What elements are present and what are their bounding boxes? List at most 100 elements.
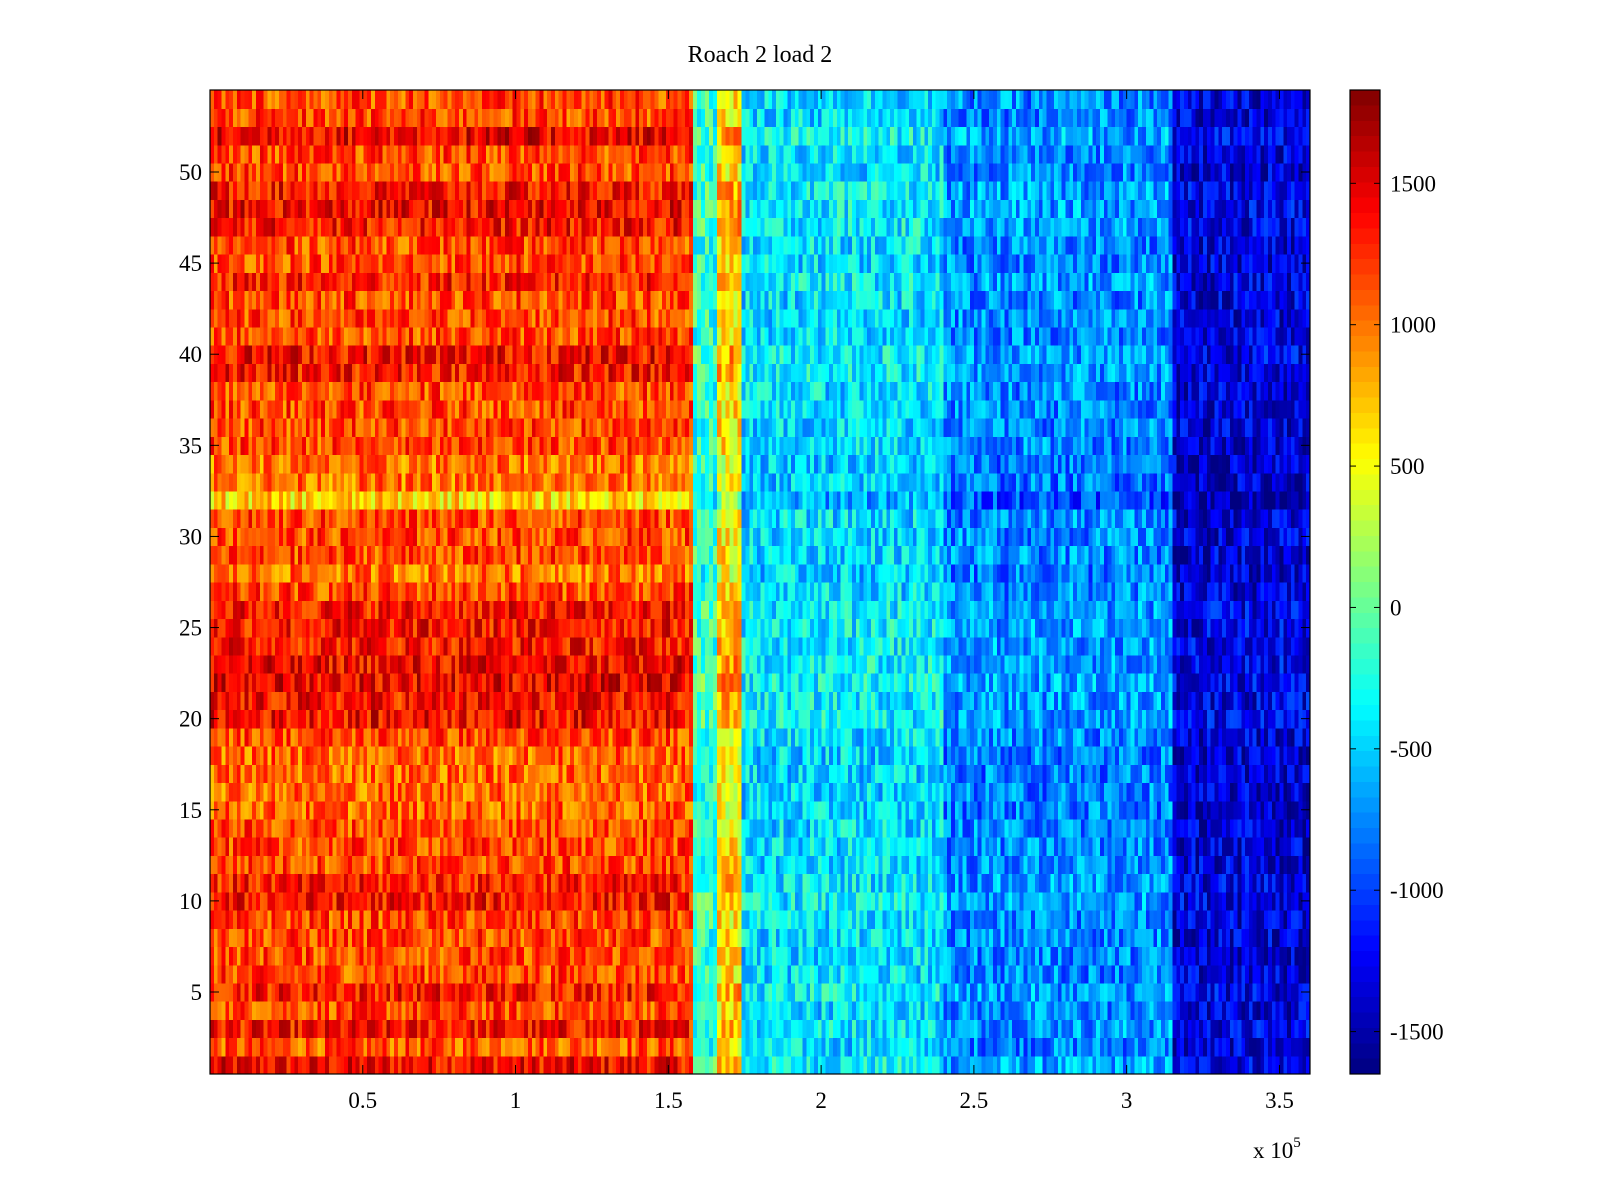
heatmap-cell [1042,800,1048,820]
heatmap-cell [370,873,376,893]
heatmap-cell [916,946,922,966]
heatmap-cell [290,891,295,911]
heatmap-cell [225,946,230,966]
heatmap-cell [745,855,750,875]
heatmap-cell [1019,982,1025,1002]
heatmap-cell [756,964,762,984]
heatmap-cell [1077,873,1082,893]
heatmap-cell [970,946,975,966]
heatmap-cell [298,1055,303,1074]
heatmap-cell [733,891,739,911]
heatmap-cell [741,1037,747,1057]
heatmap-cell [775,891,781,911]
heatmap-cell [713,855,718,875]
heatmap-cell [832,800,838,820]
heatmap-cell [313,818,318,838]
heatmap-cell [328,964,334,984]
heatmap-cell [821,800,826,820]
heatmap-cell [570,964,575,984]
heatmap-cell [455,800,460,820]
heatmap-cell [447,746,452,765]
heatmap-cell [1004,1001,1009,1020]
heatmap-cell [1004,1037,1009,1057]
heatmap-cell [1141,964,1147,984]
heatmap-cell [1084,1019,1090,1039]
heatmap-cell [890,1019,895,1039]
heatmap-cell [1088,891,1093,911]
heatmap-cell [909,964,914,984]
heatmap-cell [508,800,514,820]
heatmap-cell [1218,1019,1223,1039]
heatmap-cell [855,764,861,784]
heatmap-cell [604,800,610,820]
heatmap-cell [1134,891,1139,911]
heatmap-cell [909,1001,914,1020]
heatmap-cell [753,873,758,893]
heatmap-cell [1237,837,1242,856]
heatmap-cell [562,1001,567,1020]
heatmap-cell [729,764,735,784]
heatmap-cell [424,891,429,911]
heatmap-cell [328,1019,334,1039]
heatmap-cell [981,782,986,802]
heatmap-cell [893,1037,899,1057]
heatmap-cell [1176,964,1181,984]
heatmap-cell [420,964,426,984]
heatmap-cell [1126,800,1132,820]
heatmap-cell [543,946,548,966]
heatmap-cell [1260,837,1265,856]
heatmap-cell [1088,1019,1093,1039]
heatmap-cell [1256,910,1261,929]
heatmap-cell [501,873,506,893]
heatmap-cell [1061,910,1067,929]
heatmap-cell [642,1037,648,1057]
heatmap-cell [886,837,891,856]
heatmap-cell [1248,873,1254,893]
heatmap-cell [725,1001,731,1020]
heatmap-cell [1115,928,1120,948]
heatmap-cell [950,800,956,820]
heatmap-cell [574,891,579,911]
heatmap-cell [787,1055,792,1074]
heatmap-cell [535,982,541,1002]
heatmap-cell [1149,855,1154,875]
heatmap-cell [1115,1001,1120,1020]
heatmap-cell [1057,782,1063,802]
heatmap-cell [631,1055,636,1074]
heatmap-cell [374,837,380,856]
heatmap-cell [1073,782,1078,802]
heatmap-cell [973,873,979,893]
heatmap-cell [669,946,675,966]
heatmap-cell [416,891,422,911]
heatmap-cell [1252,1001,1258,1020]
heatmap-cell [1195,818,1200,838]
heatmap-cell [802,982,807,1002]
heatmap-cell [1195,1055,1200,1074]
heatmap-cell [749,946,754,966]
heatmap-cell [501,1037,506,1057]
heatmap-cell [535,910,541,929]
heatmap-cell [1287,1019,1292,1039]
heatmap-cell [278,746,284,765]
heatmap-cell [878,873,884,893]
heatmap-cell [505,873,510,893]
heatmap-cell [608,1019,613,1039]
heatmap-cell [1107,891,1112,911]
heatmap-cell [909,800,914,820]
heatmap-cell [1084,818,1090,838]
heatmap-cell [531,1055,537,1074]
heatmap-cell [432,782,437,802]
heatmap-cell [447,764,452,784]
heatmap-cell [1210,837,1216,856]
heatmap-cell [305,855,311,875]
heatmap-cell [1191,1055,1197,1074]
heatmap-cell [677,891,682,911]
heatmap-cell [642,1019,648,1039]
heatmap-cell [985,782,990,802]
heatmap-cell [470,818,475,838]
heatmap-cell [794,855,800,875]
heatmap-cell [631,964,636,984]
heatmap-cell [753,1001,758,1020]
heatmap-cell [813,910,819,929]
heatmap-cell [313,910,318,929]
